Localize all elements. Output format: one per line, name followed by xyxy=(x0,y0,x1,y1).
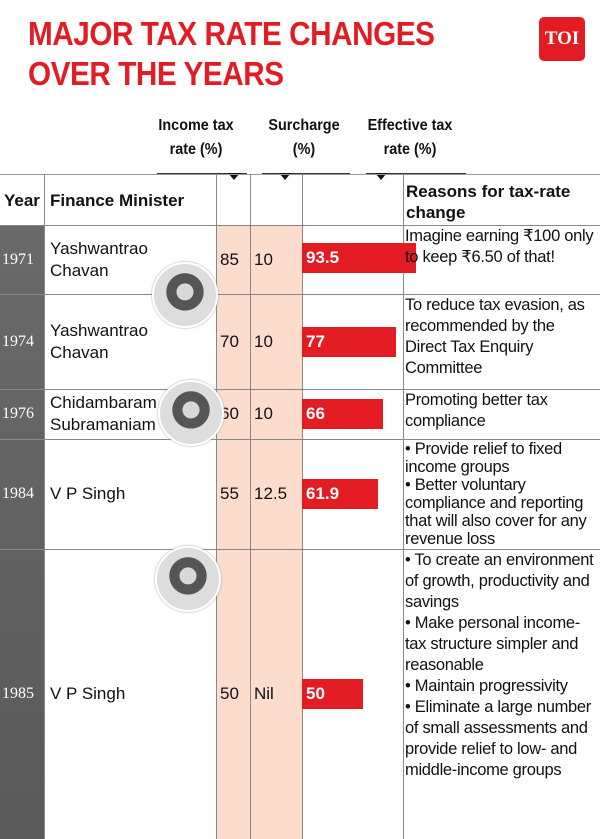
title-line: MAJOR TAX RATE CHANGES xyxy=(28,15,435,52)
year-cell: 1984 xyxy=(2,485,34,502)
reasons-cell: • To create an environment of growth, pr… xyxy=(405,550,598,781)
reasons-cell: • Provide relief to fixed income groups •… xyxy=(405,440,598,548)
pointer-icon xyxy=(279,173,291,180)
minister-cell: Yashwantrao Chavan xyxy=(50,238,148,280)
minister-header: Finance Minister xyxy=(50,191,185,210)
effective-tax-bar xyxy=(302,399,383,429)
reason-item: Imagine earning ₹100 only to keep ₹6.50 … xyxy=(405,227,594,266)
reasons-header: Reasons for tax-rate change xyxy=(406,182,571,222)
divider xyxy=(216,175,217,839)
effective-tax-bar xyxy=(302,679,363,709)
income-column-bg xyxy=(216,225,250,839)
reasons-cell: To reduce tax evasion, as recommended by… xyxy=(405,295,598,379)
row-divider xyxy=(0,549,600,550)
year-cell: 1971 xyxy=(2,250,34,268)
surcharge-cell: Nil xyxy=(254,684,274,703)
effective-tax-label: 61.9 xyxy=(306,484,340,503)
minister-cell: V P Singh xyxy=(50,484,126,503)
row-divider xyxy=(0,439,600,440)
title-line: OVER THE YEARS xyxy=(28,55,284,92)
effective-tax-bar xyxy=(302,479,378,509)
reasons-cell: Imagine earning ₹100 only to keep ₹6.50 … xyxy=(405,226,598,268)
income-tax-cell: 60 xyxy=(220,404,239,423)
reason-item: • Maintain progressivity xyxy=(405,677,568,695)
income-tax-cell: 50 xyxy=(220,684,239,703)
divider xyxy=(157,173,247,174)
year-cell: 1985 xyxy=(2,685,34,702)
effective-tax-header: Effective tax rate (%) xyxy=(367,117,453,158)
effective-tax-bar xyxy=(302,326,396,357)
income-tax-header: Income tax rate (%) xyxy=(158,117,234,158)
portrait-chavan xyxy=(152,262,218,328)
minister-cell: Yashwantrao Chavan xyxy=(50,320,148,362)
reason-item: • Make personal income-tax structure sim… xyxy=(405,614,580,674)
income-tax-cell: 55 xyxy=(220,484,239,503)
divider xyxy=(0,174,600,175)
portrait-subramaniam xyxy=(158,380,224,446)
reason-item: • To create an environment of growth, pr… xyxy=(405,551,594,611)
reason-item: • Better voluntary compliance and report… xyxy=(405,476,587,548)
divider xyxy=(44,175,45,839)
surcharge-cell: 10 xyxy=(254,404,273,423)
reason-item: To reduce tax evasion, as recommended by… xyxy=(405,296,585,377)
portrait-vp-singh xyxy=(155,546,221,612)
surcharge-header: Surcharge (%) xyxy=(268,117,340,158)
income-tax-cell: 85 xyxy=(220,249,239,269)
effective-tax-label: 93.5 xyxy=(306,247,340,267)
reason-item: • Provide relief to fixed income groups xyxy=(405,440,562,476)
toi-logo: TOI xyxy=(539,17,585,61)
divider xyxy=(250,175,251,839)
divider xyxy=(366,173,466,174)
divider xyxy=(403,175,404,839)
pointer-icon xyxy=(228,173,240,180)
effective-tax-label: 77 xyxy=(306,331,325,351)
pointer-icon xyxy=(375,173,387,180)
row-divider xyxy=(0,389,600,390)
year-cell: 1976 xyxy=(2,405,34,422)
surcharge-cell: 10 xyxy=(254,331,273,351)
year-cell: 1974 xyxy=(2,332,34,350)
effective-tax-bar xyxy=(302,242,417,273)
divider xyxy=(262,173,350,174)
reason-item: Promoting better tax compliance xyxy=(405,391,548,430)
minister-cell: Chidambaram Subramaniam xyxy=(50,393,157,434)
page-title: MAJOR TAX RATE CHANGES OVER THE YEARS xyxy=(28,14,435,94)
effective-tax-label: 66 xyxy=(306,404,325,423)
reasons-cell: Promoting better tax compliance xyxy=(405,390,598,432)
row-divider xyxy=(0,294,600,295)
year-column-bg xyxy=(0,225,44,839)
minister-cell: V P Singh xyxy=(50,684,126,703)
income-tax-cell: 70 xyxy=(220,331,239,351)
year-header: Year xyxy=(4,191,40,210)
effective-tax-label: 50 xyxy=(306,684,325,703)
reason-item: • Eliminate a large number of small asse… xyxy=(405,698,591,779)
surcharge-cell: 10 xyxy=(254,249,273,269)
surcharge-cell: 12.5 xyxy=(254,484,288,503)
row-divider xyxy=(0,225,600,226)
surcharge-column-bg xyxy=(251,225,302,839)
